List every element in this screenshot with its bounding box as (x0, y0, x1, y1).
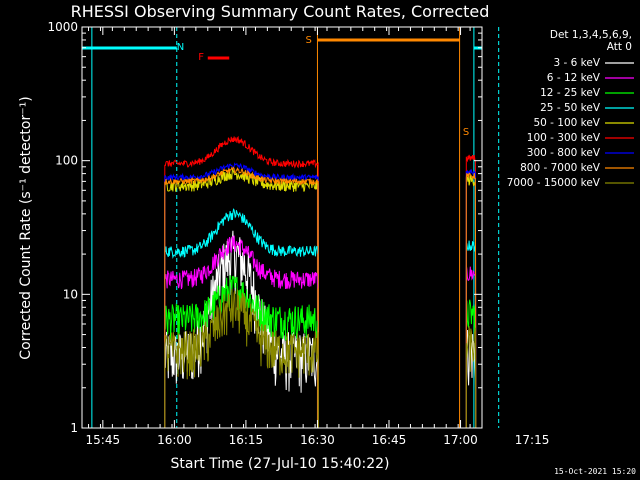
chart-title: RHESSI Observing Summary Count Rates, Co… (71, 2, 490, 21)
legend-label: 800 - 7000 keV (520, 162, 601, 174)
flag-label-s: S (306, 35, 312, 46)
y-tick-label: 1000 (47, 20, 78, 34)
x-tick-label: 15:45 (86, 433, 121, 447)
series-trace (465, 154, 477, 429)
x-tick-label: 16:30 (300, 433, 335, 447)
y-tick-label: 100 (55, 154, 78, 168)
legend-label: 12 - 25 keV (540, 87, 601, 99)
series-trace (164, 166, 319, 429)
legend-label: 100 - 300 keV (527, 132, 601, 144)
series-trace (164, 235, 319, 429)
series-25-50kev (164, 208, 477, 429)
series-800-7000kev (164, 166, 477, 429)
render-timestamp: 15-Oct-2021 15:20 (554, 467, 636, 476)
series-trace (164, 162, 319, 429)
legend-label: 3 - 6 keV (553, 57, 600, 69)
legend-label: 25 - 50 keV (540, 102, 601, 114)
series-trace (164, 208, 319, 429)
series-trace (164, 288, 319, 429)
legend-header: Det 1,3,4,5,6,9, (550, 29, 632, 41)
series-trace (164, 135, 319, 429)
series-trace (465, 240, 477, 429)
series-trace (465, 172, 477, 429)
y-axis-label: Corrected Count Rate (s⁻¹ detector⁻¹) (18, 96, 34, 359)
y-tick-label: 10 (63, 287, 78, 301)
flag-label-n: N (177, 42, 184, 53)
series-trace (465, 264, 477, 429)
series-trace (465, 326, 477, 429)
x-axis-label: Start Time (27-Jul-10 15:40:22) (170, 456, 389, 472)
legend-header: Att 0 (607, 41, 632, 53)
legend-label: 6 - 12 keV (547, 72, 601, 84)
flag-label-f: F (198, 52, 204, 63)
y-tick-label: 1 (70, 421, 78, 435)
flag-label-s: S (463, 127, 469, 138)
x-tick-label: 16:15 (229, 433, 264, 447)
plot-frame (81, 26, 483, 429)
series-trace (465, 175, 477, 429)
x-tick-label: 16:00 (157, 433, 192, 447)
legend-label: 7000 - 15000 keV (507, 177, 601, 189)
x-tick-label: 17:15 (515, 433, 550, 447)
series-6-12kev (164, 235, 477, 429)
x-tick-label: 16:45 (372, 433, 407, 447)
legend-label: 50 - 100 keV (533, 117, 600, 129)
series-7000-15000kev (164, 288, 477, 429)
series-100-300kev (164, 135, 477, 429)
x-tick-label: 17:00 (443, 433, 478, 447)
legend-label: 300 - 800 keV (527, 147, 601, 159)
